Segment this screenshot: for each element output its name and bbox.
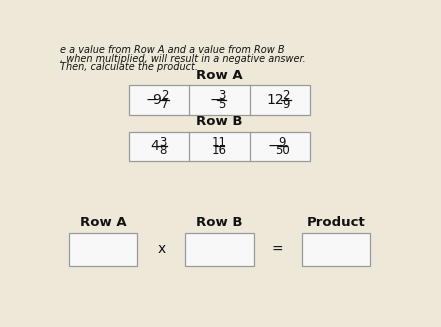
Text: 2: 2 (282, 89, 290, 102)
Bar (129, 85, 310, 115)
Text: 9: 9 (152, 93, 161, 107)
Text: −: − (146, 93, 157, 107)
Text: 16: 16 (212, 144, 227, 157)
Text: e a value from Row A and a value from Row B: e a value from Row A and a value from Ro… (60, 45, 284, 55)
Text: x: x (157, 242, 165, 256)
Bar (129, 132, 310, 161)
Text: −: − (210, 93, 221, 107)
Text: 9: 9 (282, 98, 290, 111)
Bar (302, 233, 370, 266)
Text: Then, calculate the product.: Then, calculate the product. (60, 62, 198, 72)
Text: 3: 3 (218, 89, 225, 102)
Text: Row B: Row B (196, 115, 243, 128)
Text: 2: 2 (161, 89, 168, 102)
Text: −: − (268, 139, 280, 153)
Text: 8: 8 (159, 144, 166, 157)
Bar (185, 233, 254, 266)
Text: 11: 11 (212, 135, 227, 148)
Text: 7: 7 (161, 98, 168, 111)
Text: Row B: Row B (196, 216, 243, 230)
Text: 9: 9 (278, 135, 286, 148)
Text: 50: 50 (275, 144, 290, 157)
Text: =: = (272, 242, 284, 256)
Text: 4: 4 (150, 139, 159, 153)
Text: Row A: Row A (80, 216, 127, 230)
Text: , when multiplied, will result in a negative answer.: , when multiplied, will result in a nega… (60, 54, 306, 64)
Bar (69, 233, 137, 266)
Text: Row A: Row A (196, 69, 243, 82)
Text: 5: 5 (218, 98, 225, 111)
Text: Product: Product (306, 216, 365, 230)
Text: 3: 3 (159, 135, 166, 148)
Text: 12: 12 (266, 93, 284, 107)
